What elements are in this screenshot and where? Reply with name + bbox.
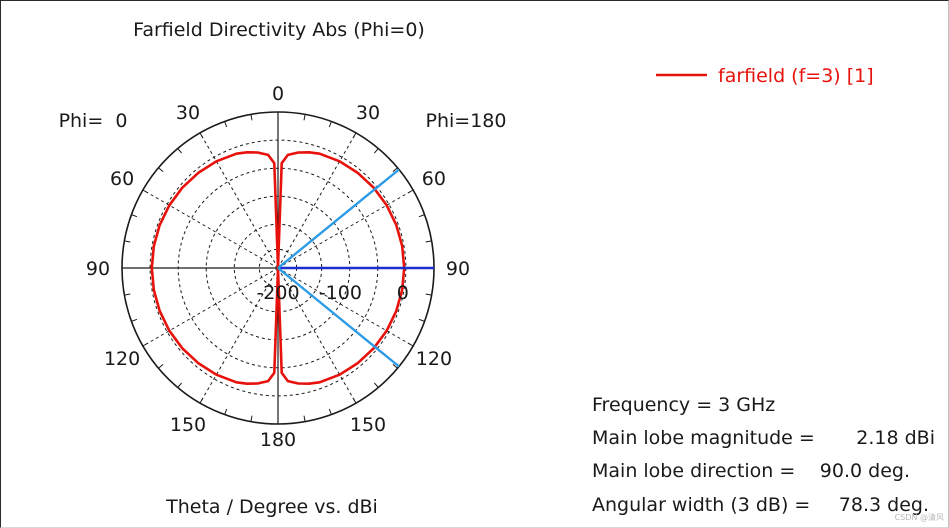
tick-mark <box>303 114 306 121</box>
angle-tick-label-90-right: 90 <box>446 258 470 280</box>
tick-mark <box>224 408 228 415</box>
angle-tick-labels: 0 30 60 90 120 150 180 30 60 90 120 150 <box>86 83 470 451</box>
angle-tick-label-120-left: 120 <box>104 348 140 370</box>
watermark: CSDN @清风 <box>895 512 944 522</box>
info-lobe-magnitude-label: Main lobe magnitude = <box>592 427 815 449</box>
legend-label: farfield (f=3) [1] <box>718 65 874 87</box>
tick-mark <box>224 121 228 128</box>
info-frequency: Frequency = 3 GHz <box>592 394 775 416</box>
info-lobe-direction-label: Main lobe direction = <box>592 460 795 482</box>
tick-mark <box>418 214 425 218</box>
info-lobe-magnitude-value: 2.18 dBi <box>856 427 935 449</box>
tick-mark <box>407 342 414 347</box>
grid-spoke-60-left <box>142 189 279 269</box>
info-angular-width-label: Angular width (3 dB) = <box>592 494 810 516</box>
radial-tick-label--100: -100 <box>319 282 362 304</box>
tick-mark <box>328 121 332 128</box>
tick-mark <box>352 397 357 404</box>
angle-tick-label-60-right: 60 <box>422 168 446 190</box>
radial-tick-labels: -200 -100 0 <box>256 282 408 304</box>
beamwidth-line-end <box>277 267 400 368</box>
tick-mark <box>142 342 149 347</box>
tick-mark <box>250 114 253 121</box>
info-lobe-direction-value: 90.0 deg. <box>820 460 910 482</box>
tick-mark <box>124 240 131 243</box>
angle-tick-label-60-left: 60 <box>110 168 134 190</box>
angle-tick-label-30-left: 30 <box>176 102 200 124</box>
angle-tick-label-30-right: 30 <box>356 102 380 124</box>
chart-title: Farfield Directivity Abs (Phi=0) <box>133 19 425 41</box>
angle-tick-label-150-right: 150 <box>350 414 386 436</box>
angle-tick-label-0-left: 0 <box>272 83 284 105</box>
tick-mark <box>250 415 253 422</box>
tick-mark <box>177 382 182 388</box>
beamwidth-line-start <box>277 168 400 269</box>
grid-spoke-30-right <box>277 132 357 269</box>
left-phi-label: Phi= 0 <box>59 110 128 132</box>
grid-spoke-150-left <box>199 267 279 404</box>
x-axis-label: Theta / Degree vs. dBi <box>165 496 378 518</box>
info-panel: Frequency = 3 GHz Main lobe magnitude = … <box>592 394 935 516</box>
tick-mark <box>142 189 149 194</box>
tick-mark <box>199 397 204 404</box>
tick-mark <box>425 293 432 296</box>
tick-mark <box>131 318 138 322</box>
tick-mark <box>425 240 432 243</box>
right-phi-label: Phi=180 <box>426 110 507 132</box>
tick-mark <box>158 364 164 369</box>
tick-mark <box>374 148 379 154</box>
angle-tick-label-180-left: 180 <box>260 429 296 451</box>
tick-mark <box>124 293 131 296</box>
radial-tick-label--200: -200 <box>256 282 299 304</box>
tick-mark <box>392 364 398 369</box>
radial-tick-label-0: 0 <box>397 282 409 304</box>
tick-mark <box>303 415 306 422</box>
angle-tick-label-90-left: 90 <box>86 258 110 280</box>
grid-spoke-120-right <box>277 267 414 347</box>
grid-spoke-30-left <box>199 132 279 269</box>
grid-spoke-150-right <box>277 267 357 404</box>
grid-spoke-60-right <box>277 189 414 269</box>
tick-mark <box>158 167 164 172</box>
tick-mark <box>199 132 204 139</box>
tick-mark <box>392 167 398 172</box>
grid-spoke-120-left <box>142 267 279 347</box>
info-angular-width-value: 78.3 deg. <box>839 494 929 516</box>
angle-tick-label-150-left: 150 <box>170 414 206 436</box>
tick-mark <box>328 408 332 415</box>
tick-mark <box>418 318 425 322</box>
tick-mark <box>407 189 414 194</box>
tick-mark <box>352 132 357 139</box>
tick-mark <box>374 382 379 388</box>
angle-tick-label-120-right: 120 <box>416 348 452 370</box>
legend: farfield (f=3) [1] <box>656 65 874 87</box>
marker-layer <box>277 168 434 368</box>
tick-mark <box>131 214 138 218</box>
tick-mark <box>177 148 182 154</box>
